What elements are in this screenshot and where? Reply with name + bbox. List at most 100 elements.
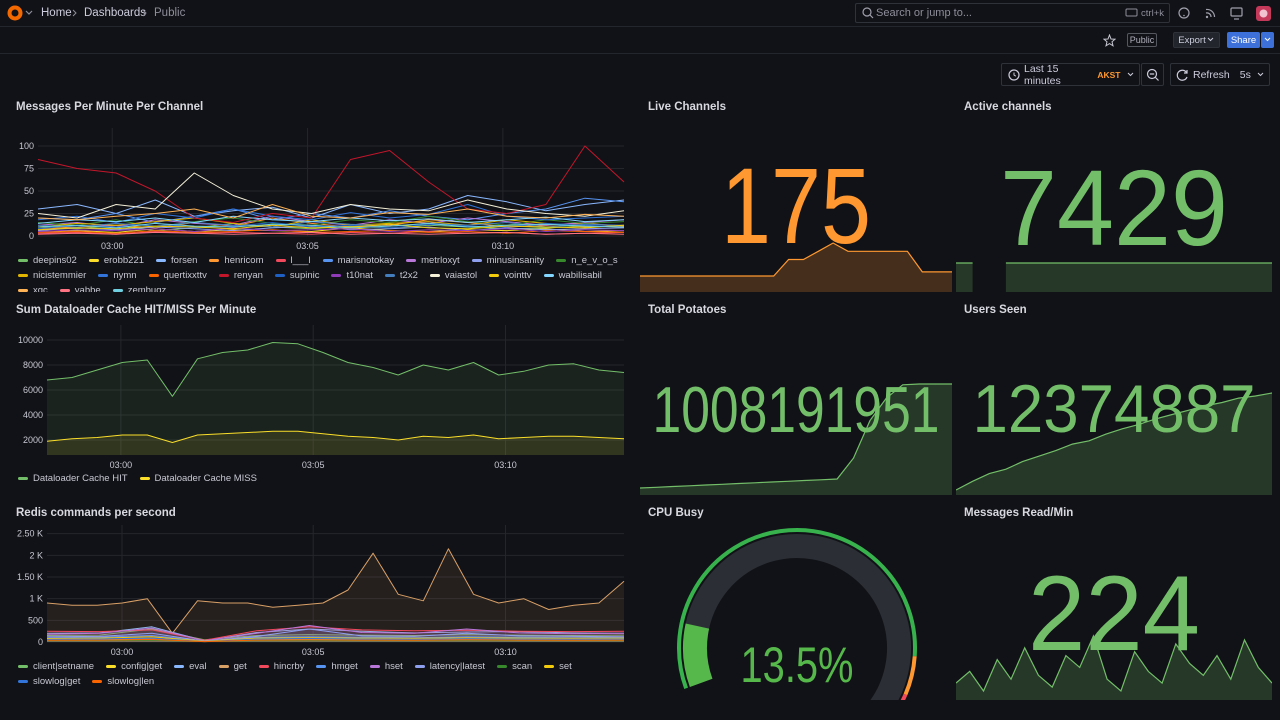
legend-item[interactable]: hincrby	[258, 661, 304, 672]
breadcrumb[interactable]: Dashboards	[84, 7, 147, 19]
chevron	[1264, 37, 1271, 42]
legend-swatch	[543, 274, 554, 277]
legend-item[interactable]: vointtv	[489, 270, 532, 281]
y-tick-label: 1.50 K	[17, 572, 43, 582]
panel-title: Redis commands per second	[16, 507, 176, 519]
legend-label: forsen	[171, 255, 198, 266]
refresh-label[interactable]: Refresh	[1193, 68, 1230, 81]
legend-item[interactable]: t2x2	[384, 270, 418, 281]
legend-item[interactable]: eval	[174, 661, 207, 672]
panel: 13.5% CPU Busy	[640, 501, 952, 700]
stat-value: 175	[721, 145, 871, 266]
breadcrumb[interactable]: Home	[41, 7, 72, 19]
legend-item[interactable]: Dataloader Cache HIT	[18, 473, 128, 484]
x-tick-label: 03:00	[110, 460, 133, 470]
legend-item[interactable]: Dataloader Cache MISS	[139, 473, 257, 484]
legend-item[interactable]: vaiastol	[429, 270, 478, 281]
legend-item[interactable]: n_e_v_o_s	[556, 255, 618, 266]
stat-value: 7429	[1000, 147, 1228, 268]
news-icon[interactable]	[1205, 8, 1216, 19]
legend-item[interactable]: erobb221	[88, 255, 145, 266]
separator	[142, 9, 147, 17]
legend-swatch	[331, 274, 342, 277]
x-tick-label: 03:05	[296, 241, 319, 251]
series-line	[46, 635, 625, 642]
top-bar: Home Dashboards Public Search or jump to…	[0, 0, 1280, 27]
legend-swatch	[209, 259, 220, 262]
legend-item[interactable]: zembugz	[112, 285, 167, 292]
legend: Dataloader Cache HIT Dataloader Cache MIS…	[18, 473, 622, 484]
legend-item[interactable]: latency|latest	[414, 661, 485, 672]
legend-label: hmget	[331, 661, 358, 672]
legend-label: vaiastol	[444, 270, 478, 281]
legend-label: config|get	[121, 661, 163, 672]
legend-item[interactable]: metrloxyt	[406, 255, 460, 266]
legend-item[interactable]: get	[218, 661, 247, 672]
share-button[interactable]: Share	[1227, 32, 1260, 48]
legend-item[interactable]: henricom	[209, 255, 264, 266]
y-tick-label: 75	[24, 164, 34, 174]
chevron	[1257, 72, 1264, 76]
legend-swatch	[369, 665, 380, 668]
time-picker[interactable]: Last 15 minutes AKST	[1001, 63, 1140, 87]
legend-item[interactable]: t10nat	[331, 270, 373, 281]
legend-item[interactable]: yabbe	[59, 285, 101, 292]
legend-swatch	[59, 289, 70, 292]
legend-item[interactable]: wabilisabil	[543, 270, 602, 281]
x-tick-label: 03:05	[302, 460, 325, 470]
series-line	[46, 637, 625, 643]
legend-swatch	[18, 680, 28, 683]
star-icon[interactable]	[1103, 34, 1116, 47]
legend-item[interactable]: nymn	[98, 270, 137, 281]
legend-swatch	[112, 289, 123, 292]
legend-label: client|setname	[33, 661, 95, 672]
logo[interactable]	[6, 4, 36, 22]
panel: 0 500 1 K 1.50 K 2 K 2.50 K 03:00 03:05 03:10 Red…	[8, 501, 632, 700]
legend-swatch	[544, 665, 555, 668]
legend-item[interactable]: xqc	[18, 285, 48, 292]
legend-label: marisnotokay	[337, 255, 395, 266]
legend-item[interactable]: hset	[369, 661, 403, 672]
search-placeholder: Search or jump to...	[876, 7, 972, 19]
legend-item[interactable]: l___l	[275, 255, 311, 266]
refresh-picker[interactable]: Refresh 5s	[1170, 63, 1270, 86]
legend-item[interactable]: slowlog|get	[18, 676, 80, 687]
panel-title: Users Seen	[964, 304, 1027, 316]
legend-item[interactable]: hmget	[316, 661, 358, 672]
search-box[interactable]: Search or jump to... ctrl+k	[855, 3, 1170, 23]
separator	[72, 9, 77, 17]
x-tick-label: 03:00	[101, 241, 124, 251]
legend-item[interactable]: renyan	[218, 270, 263, 281]
legend-item[interactable]: scan	[497, 661, 532, 672]
legend-item[interactable]: deepins02	[18, 255, 77, 266]
kiosk-icon[interactable]	[1230, 7, 1243, 20]
legend-swatch	[18, 274, 28, 277]
legend-item[interactable]: nicistemmier	[18, 270, 86, 281]
legend-item[interactable]: minusinsanity	[471, 255, 544, 266]
help-icon[interactable]	[1178, 7, 1190, 19]
zoom-out[interactable]	[1141, 63, 1164, 86]
series-line	[37, 145, 625, 223]
legend-item[interactable]: set	[544, 661, 572, 672]
legend-item[interactable]: client|setname	[18, 661, 94, 672]
avatar[interactable]	[1256, 6, 1271, 21]
legend-label: metrloxyt	[421, 255, 460, 266]
legend-label: eval	[189, 661, 207, 672]
refresh-icon	[1176, 69, 1188, 81]
gauge-track	[683, 534, 911, 700]
refresh-interval[interactable]: 5s	[1239, 68, 1251, 81]
x-tick-label: 03:00	[111, 647, 134, 657]
legend-label: erobb221	[103, 255, 145, 266]
stat-value: 1008191951	[653, 373, 940, 446]
y-tick-label: 25	[24, 209, 34, 219]
export-label: Export	[1178, 34, 1206, 46]
export-button[interactable]: Export	[1173, 32, 1220, 48]
legend-item[interactable]: quertixxttv	[148, 270, 207, 281]
legend-item[interactable]: slowlog|len	[92, 676, 154, 687]
legend-item[interactable]: config|get	[106, 661, 162, 672]
legend-item[interactable]: forsen	[156, 255, 197, 266]
share-menu[interactable]	[1261, 32, 1274, 48]
legend-item[interactable]: supinic	[274, 270, 319, 281]
legend-label: zembugz	[127, 285, 167, 292]
legend-item[interactable]: marisnotokay	[322, 255, 395, 266]
